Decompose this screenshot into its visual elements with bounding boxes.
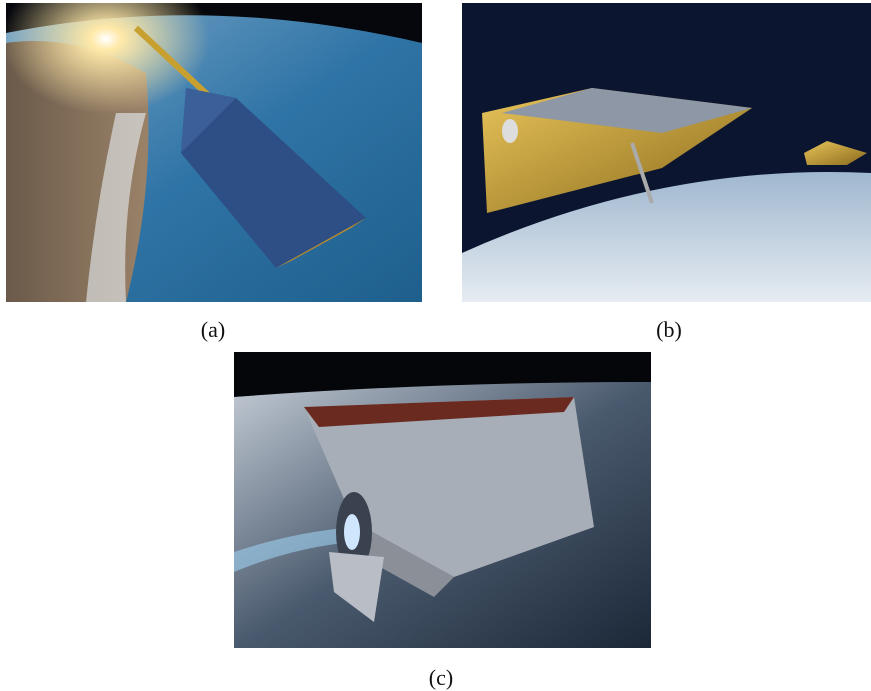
panel-a-image bbox=[6, 3, 422, 302]
panel-label: (c) bbox=[428, 665, 454, 690]
panel-label: (a) bbox=[200, 317, 226, 342]
panel-label: (b) bbox=[656, 317, 682, 342]
panel-b-image bbox=[462, 3, 871, 302]
panel-c-image bbox=[234, 352, 651, 648]
